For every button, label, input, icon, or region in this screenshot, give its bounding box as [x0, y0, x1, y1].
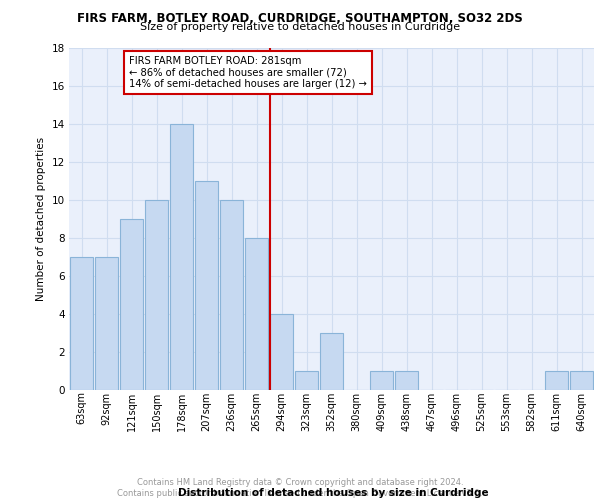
Bar	[145, 200, 169, 390]
Bar	[245, 238, 268, 390]
Bar	[295, 371, 319, 390]
Bar	[119, 219, 143, 390]
Text: Distribution of detached houses by size in Curdridge: Distribution of detached houses by size …	[178, 488, 488, 498]
Bar	[370, 371, 394, 390]
Bar	[569, 371, 593, 390]
Text: FIRS FARM BOTLEY ROAD: 281sqm
← 86% of detached houses are smaller (72)
14% of s: FIRS FARM BOTLEY ROAD: 281sqm ← 86% of d…	[130, 56, 367, 90]
Bar	[320, 333, 343, 390]
Text: Contains HM Land Registry data © Crown copyright and database right 2024.
Contai: Contains HM Land Registry data © Crown c…	[118, 478, 482, 498]
Bar	[545, 371, 568, 390]
Bar	[269, 314, 293, 390]
Text: Size of property relative to detached houses in Curdridge: Size of property relative to detached ho…	[140, 22, 460, 32]
Bar	[170, 124, 193, 390]
Text: FIRS FARM, BOTLEY ROAD, CURDRIDGE, SOUTHAMPTON, SO32 2DS: FIRS FARM, BOTLEY ROAD, CURDRIDGE, SOUTH…	[77, 12, 523, 26]
Bar	[70, 257, 94, 390]
Y-axis label: Number of detached properties: Number of detached properties	[36, 136, 46, 301]
Bar	[194, 180, 218, 390]
Bar	[395, 371, 418, 390]
Bar	[95, 257, 118, 390]
Bar	[220, 200, 244, 390]
